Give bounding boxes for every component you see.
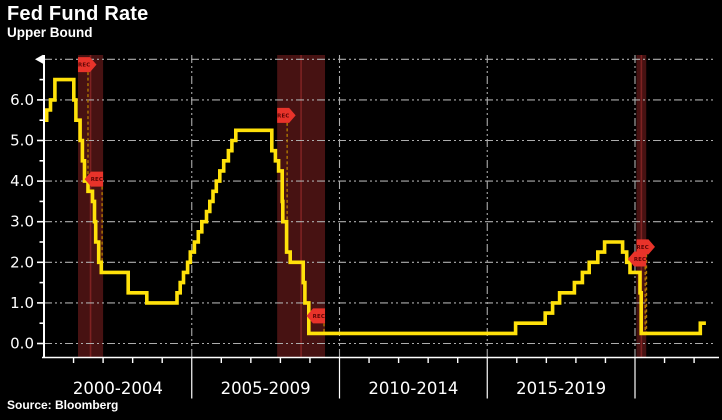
x-period-label: 2000-2004 <box>73 379 163 398</box>
page-title: Fed Fund Rate <box>7 3 149 25</box>
rec-flag-label: REC <box>78 63 90 69</box>
rec-flag <box>306 308 326 324</box>
rec-flag-label: REC <box>313 314 325 320</box>
rec-flag-label: REC <box>634 257 646 263</box>
y-tick-label: 3.0 <box>10 213 34 231</box>
y-tick-label: 6.0 <box>10 91 34 109</box>
y-tick-label: 2.0 <box>10 253 34 271</box>
rec-flag-label: REC <box>636 245 648 251</box>
series-line <box>44 77 706 336</box>
y-tick-label: 5.0 <box>10 132 34 150</box>
source-attribution: Source: Bloomberg <box>7 398 119 412</box>
chart-header: Fed Fund Rate Upper Bound <box>7 3 149 41</box>
rec-flag <box>627 251 647 267</box>
chart-subtitle: Upper Bound <box>7 25 93 40</box>
y-tick-label: 0.0 <box>10 335 34 353</box>
rec-flag <box>77 57 97 73</box>
y-tick-label: 4.0 <box>10 172 34 190</box>
x-period-label: 2010-2014 <box>368 379 458 398</box>
x-period-label: 2015-2019 <box>516 379 606 398</box>
rec-flag <box>84 171 104 187</box>
x-period-label: 2005-2009 <box>221 379 311 398</box>
y-tick-label: 1.0 <box>10 294 34 312</box>
rec-flag <box>636 239 655 255</box>
rec-flag-label: REC <box>277 113 289 119</box>
rec-flag <box>277 107 296 123</box>
rec-flag-label: REC <box>91 177 103 183</box>
